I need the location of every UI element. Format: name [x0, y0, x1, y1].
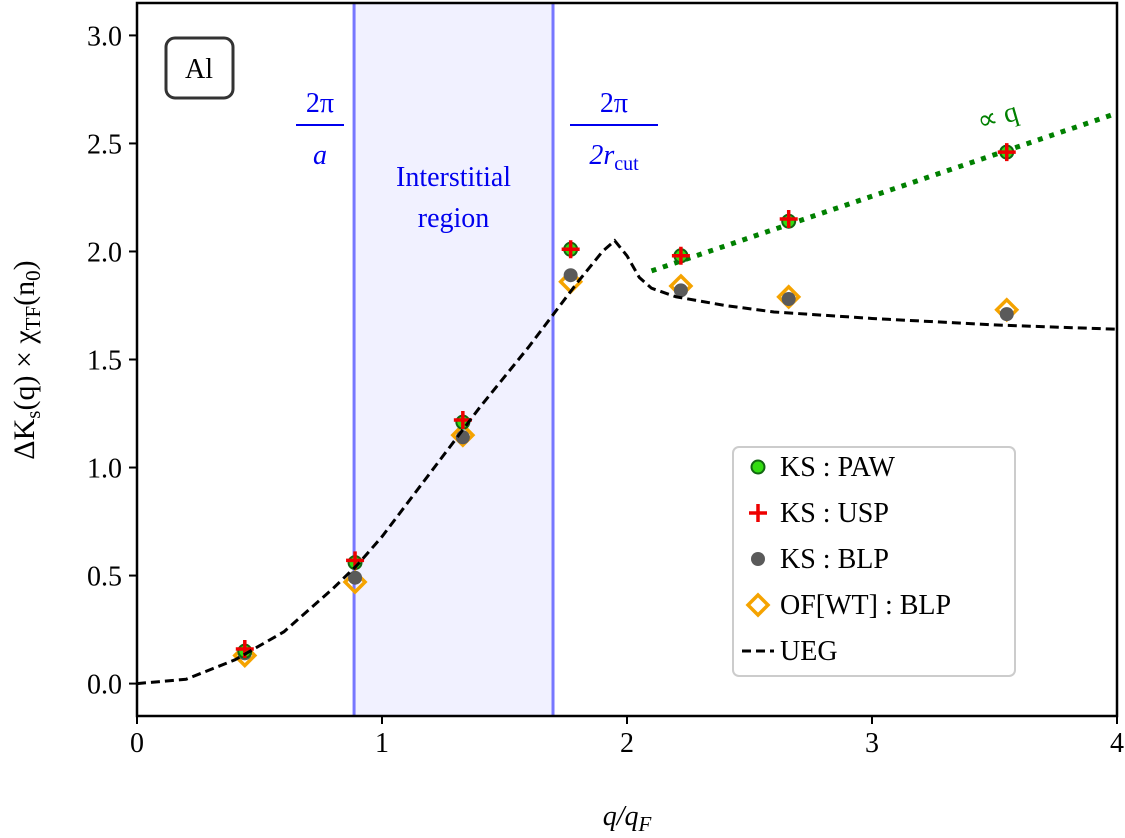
region-label: Interstitial — [396, 162, 511, 193]
panel-box — [164, 36, 235, 100]
legend-label: KS : BLP — [780, 544, 889, 575]
region-label: region — [418, 203, 490, 234]
label-part: ΔK — [8, 418, 41, 459]
legend-box — [732, 446, 1016, 677]
x-tick-label: 2 — [620, 728, 634, 759]
x-axis-label: q/qF — [603, 801, 652, 836]
label-sub: F — [637, 812, 651, 836]
panel-label: Al — [185, 54, 213, 85]
x-tick-label: 4 — [1110, 728, 1124, 759]
legend-label: UEG — [780, 636, 838, 667]
y-tick-label: 1.5 — [87, 346, 122, 377]
label-part: q/q — [603, 801, 639, 832]
fraction-part: a — [313, 140, 327, 171]
label-part: ) — [8, 260, 41, 270]
legend-marker — [749, 504, 767, 522]
label-sub: s — [21, 411, 45, 419]
y-tick-label: 1.0 — [87, 454, 122, 485]
legend-marker — [750, 459, 766, 475]
label-sub: 0 — [21, 270, 45, 281]
diamond-marker — [776, 284, 802, 310]
legend-label: KS : PAW — [780, 452, 896, 483]
legend-marker — [745, 592, 771, 618]
fraction-denominator: 2rcut — [589, 140, 639, 175]
plus-marker — [779, 210, 798, 229]
region-shade — [354, 3, 554, 716]
dot-marker — [781, 292, 796, 307]
ueg-line — [136, 238, 1118, 686]
fit-line — [650, 110, 1118, 274]
x-tick-label: 0 — [130, 728, 144, 759]
label-sub: TF — [21, 306, 45, 331]
y-tick-label: 0.0 — [87, 670, 122, 701]
fit-label: ∝ q — [974, 96, 1022, 137]
legend-label: KS : USP — [780, 498, 889, 529]
plus-marker — [561, 240, 580, 259]
dot-marker — [563, 268, 578, 283]
dot-marker — [999, 307, 1014, 322]
fraction-numerator: 2π — [306, 88, 334, 119]
y-tick-label: 2.0 — [87, 237, 122, 268]
fraction-denominator: a — [313, 140, 327, 171]
plus-marker — [671, 246, 690, 265]
plus-marker — [997, 143, 1016, 162]
y-tick-label: 2.5 — [87, 129, 122, 160]
x-tick-label: 3 — [865, 728, 879, 759]
legend-marker — [751, 552, 765, 566]
y-tick-label: 3.0 — [87, 21, 122, 52]
legend-label: OF[WT] : BLP — [780, 590, 951, 621]
dot-marker — [348, 570, 363, 585]
diamond-marker — [450, 422, 476, 448]
fraction-sub: cut — [614, 153, 639, 175]
fraction-part: 2r — [589, 140, 614, 171]
y-tick-label: 0.5 — [87, 562, 122, 593]
dot-marker — [673, 283, 688, 298]
label-part: (n — [8, 281, 41, 306]
y-axis-label: ΔKs(q) × χTF(n0) — [8, 260, 45, 459]
fraction-numerator: 2π — [600, 88, 628, 119]
label-part: (q) × χ — [8, 330, 41, 411]
x-tick-label: 1 — [375, 728, 389, 759]
